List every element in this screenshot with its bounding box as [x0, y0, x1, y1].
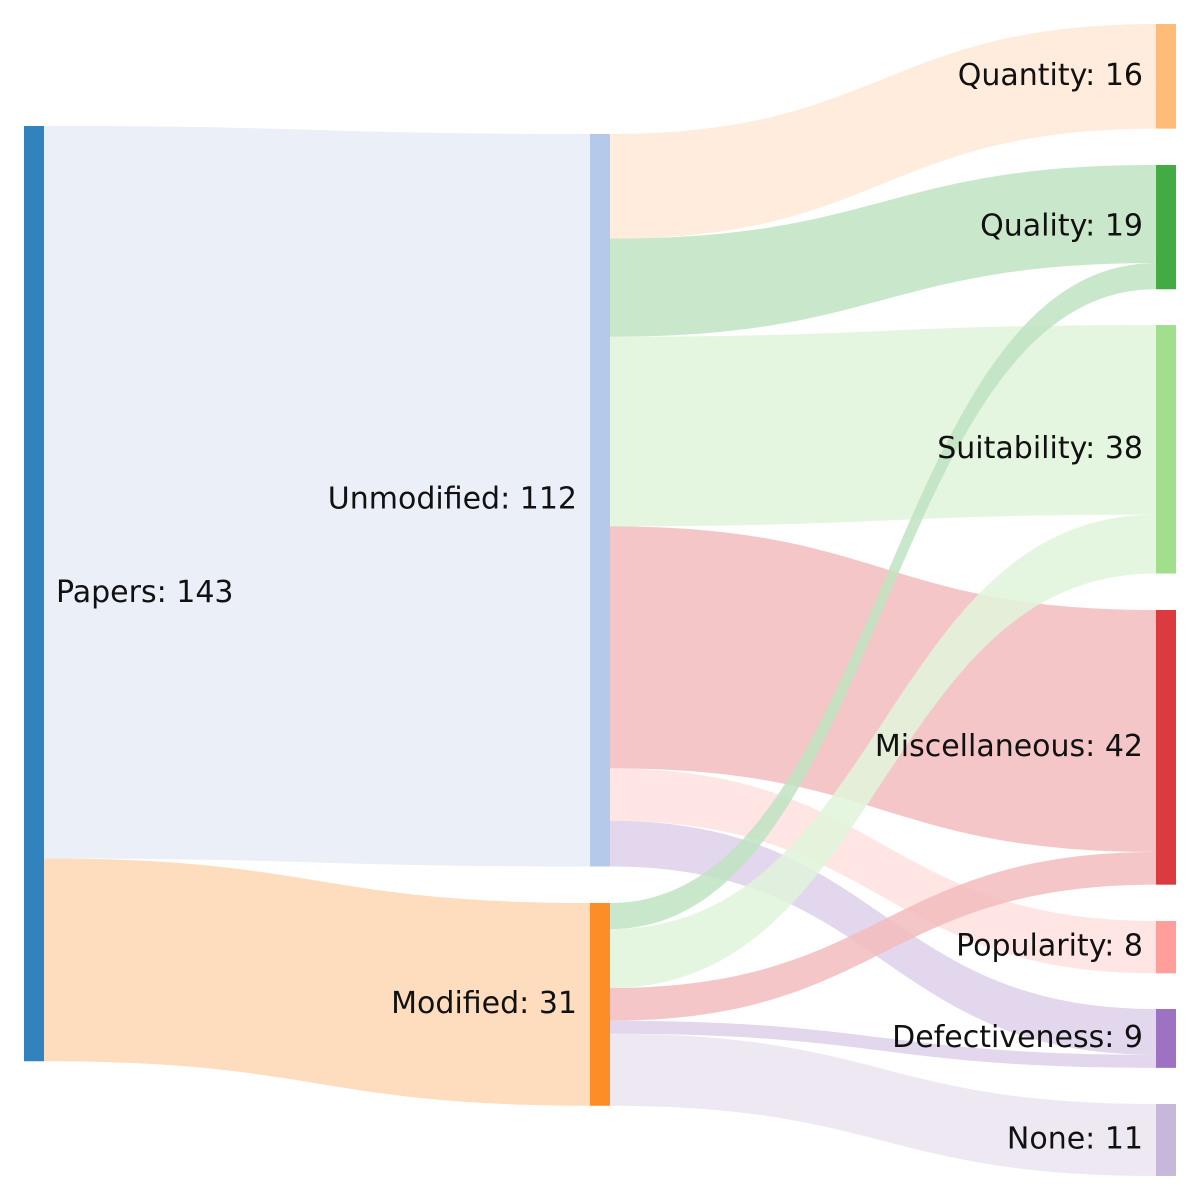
link-modified-to-none — [610, 1033, 1156, 1176]
link-modified-to-quality — [610, 263, 1156, 930]
sankey-links — [44, 24, 1156, 1176]
node-quantity — [1156, 24, 1176, 129]
label-papers: Papers: 143 — [56, 575, 234, 610]
node-defectiveness — [1156, 1009, 1176, 1068]
link-unmodified-to-quality — [610, 165, 1156, 337]
label-popularity: Popularity: 8 — [956, 929, 1143, 964]
link-unmodified-to-popularity — [610, 768, 1156, 974]
link-unmodified-to-quantity — [610, 24, 1156, 239]
node-papers — [24, 126, 44, 1062]
sankey-nodes — [24, 24, 1176, 1176]
label-unmodified: Unmodified: 112 — [328, 482, 577, 517]
link-papers-to-unmodified — [44, 126, 590, 867]
link-modified-to-defectiveness — [610, 1020, 1156, 1068]
link-modified-to-suitability — [610, 514, 1156, 989]
label-miscellaneous: Miscellaneous: 42 — [875, 729, 1143, 764]
link-unmodified-to-suitability — [610, 325, 1156, 527]
node-none — [1156, 1104, 1176, 1176]
sankey-labels: Papers: 143 Unmodified: 112 Modified: 31 Qu… — [56, 58, 1143, 1157]
label-suitability: Suitability: 38 — [937, 431, 1143, 466]
node-quality — [1156, 165, 1176, 290]
label-modified: Modified: 31 — [391, 986, 577, 1021]
link-papers-to-modified — [44, 858, 590, 1106]
node-suitability — [1156, 325, 1176, 574]
label-defectiveness: Defectiveness: 9 — [892, 1020, 1143, 1055]
label-none: None: 11 — [1007, 1121, 1143, 1156]
node-modified — [590, 903, 610, 1106]
label-quantity: Quantity: 16 — [958, 58, 1143, 93]
label-quality: Quality: 19 — [980, 209, 1143, 244]
link-modified-to-miscellaneous — [610, 851, 1156, 1021]
node-unmodified — [590, 134, 610, 867]
node-popularity — [1156, 921, 1176, 974]
node-miscellaneous — [1156, 610, 1176, 885]
